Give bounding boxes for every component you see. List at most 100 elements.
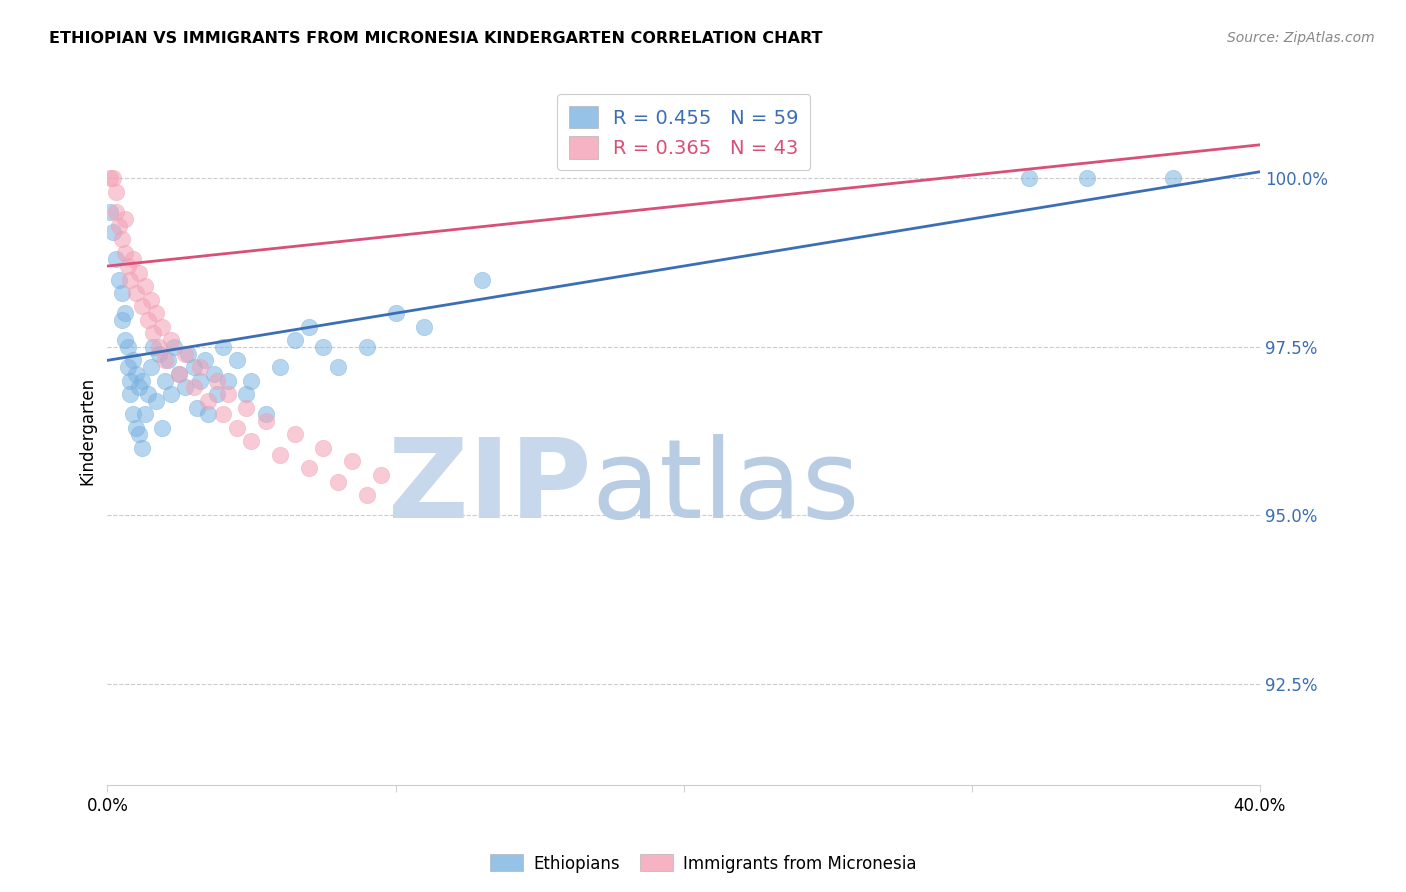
Point [356,340,378,354]
Point [235,387,257,401]
Point [148,340,170,354]
Point [117,360,139,375]
Point [114,245,136,260]
Point [145,306,167,320]
Point [111,313,134,327]
Text: atlas: atlas [592,434,860,541]
Point [98,171,121,186]
Point [98,205,121,219]
Point [205,374,228,388]
Point [120,272,142,286]
Point [226,421,249,435]
Point [111,285,134,300]
Point [342,454,364,468]
Point [254,407,277,421]
Point [269,448,291,462]
Point [128,380,150,394]
Point [226,353,249,368]
Point [142,340,165,354]
Point [413,319,436,334]
Point [269,360,291,375]
Point [122,353,145,368]
Point [235,401,257,415]
Point [384,306,406,320]
Point [1076,171,1098,186]
Point [114,211,136,226]
Point [131,374,153,388]
Point [370,467,392,482]
Point [312,441,335,455]
Point [240,434,263,449]
Point [1163,171,1185,186]
Point [101,171,124,186]
Text: ETHIOPIAN VS IMMIGRANTS FROM MICRONESIA KINDERGARTEN CORRELATION CHART: ETHIOPIAN VS IMMIGRANTS FROM MICRONESIA … [49,31,823,46]
Point [217,387,239,401]
Legend: R = 0.455   N = 59, R = 0.365   N = 43: R = 0.455 N = 59, R = 0.365 N = 43 [557,95,810,170]
Point [120,374,142,388]
Point [150,319,173,334]
Point [120,387,142,401]
Point [156,353,179,368]
Point [134,407,156,421]
Point [101,226,124,240]
Point [142,326,165,341]
Point [183,380,205,394]
Point [150,421,173,435]
Point [136,387,159,401]
Point [326,475,349,489]
Point [471,272,494,286]
Point [128,266,150,280]
Point [202,367,225,381]
Point [211,407,233,421]
Point [356,488,378,502]
Point [122,407,145,421]
Point [105,205,128,219]
Point [108,272,131,286]
Point [114,333,136,347]
Point [148,346,170,360]
Point [188,360,211,375]
Point [1018,171,1040,186]
Point [139,360,162,375]
Point [174,346,197,360]
Point [197,407,219,421]
Point [125,421,148,435]
Point [131,300,153,314]
Point [169,367,191,381]
Point [169,367,191,381]
Point [136,313,159,327]
Point [312,340,335,354]
Y-axis label: Kindergarten: Kindergarten [79,377,96,485]
Point [186,401,208,415]
Point [254,414,277,428]
Point [205,387,228,401]
Point [284,333,307,347]
Point [298,461,321,475]
Legend: Ethiopians, Immigrants from Micronesia: Ethiopians, Immigrants from Micronesia [482,847,924,880]
Point [131,441,153,455]
Point [128,427,150,442]
Point [122,252,145,267]
Point [197,393,219,408]
Point [105,252,128,267]
Point [114,306,136,320]
Point [211,340,233,354]
Point [177,346,200,360]
Text: Source: ZipAtlas.com: Source: ZipAtlas.com [1227,31,1375,45]
Point [134,279,156,293]
Point [183,360,205,375]
Point [145,393,167,408]
Point [188,374,211,388]
Point [174,380,197,394]
Point [153,374,176,388]
Point [217,374,239,388]
Point [105,185,128,199]
Point [108,219,131,233]
Text: ZIP: ZIP [388,434,592,541]
Point [111,232,134,246]
Point [125,367,148,381]
Point [194,353,217,368]
Point [326,360,349,375]
Point [117,259,139,273]
Point [284,427,307,442]
